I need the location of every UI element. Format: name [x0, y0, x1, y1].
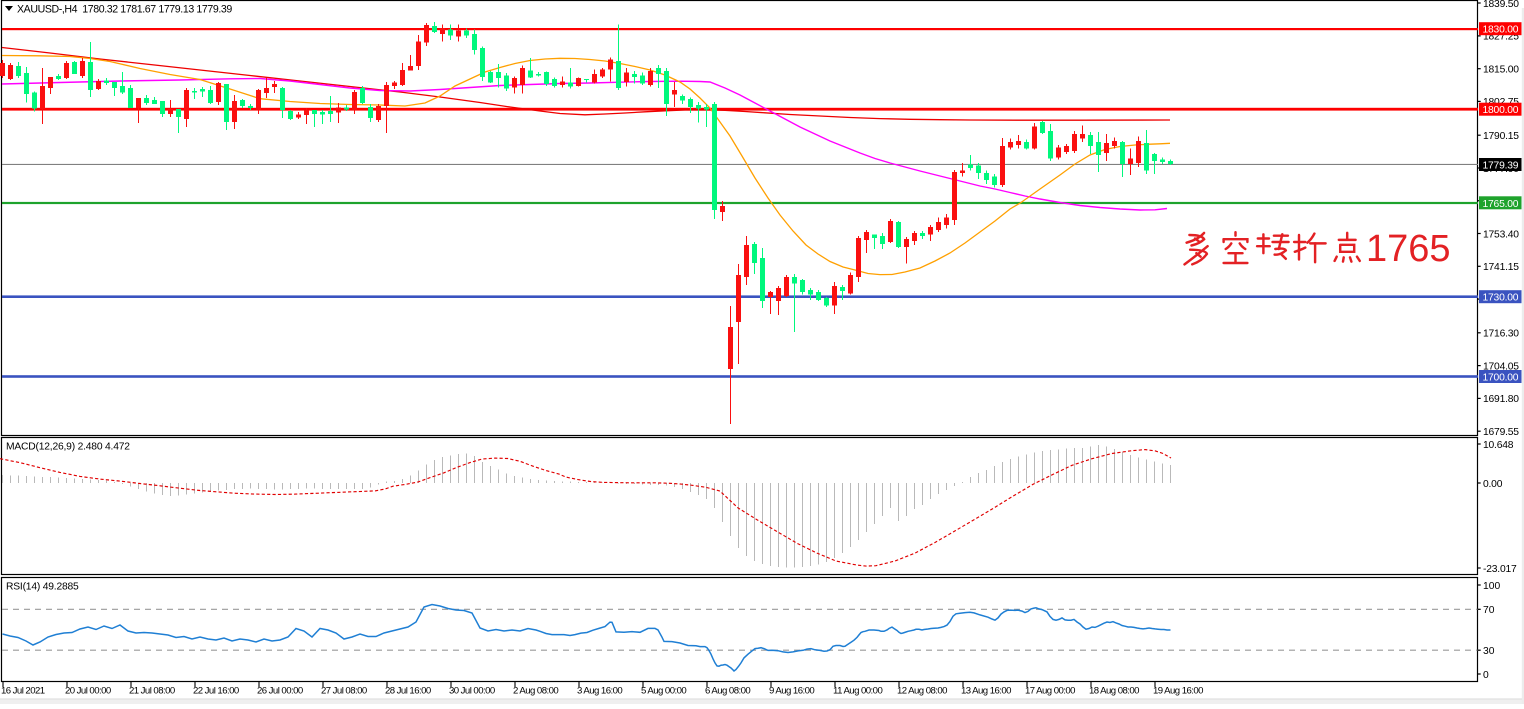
svg-text:1830.00: 1830.00 — [1483, 25, 1519, 36]
svg-text:MACD(12,26,9) 2.480 4.472: MACD(12,26,9) 2.480 4.472 — [6, 442, 130, 453]
svg-text:XAUUSD-,H4 1780.32 1781.67 17: XAUUSD-,H4 1780.32 1781.67 1779.13 1779.… — [17, 4, 232, 16]
svg-text:70: 70 — [1483, 605, 1495, 616]
svg-text:1765.00: 1765.00 — [1483, 199, 1519, 210]
svg-text:6 Aug 08:00: 6 Aug 08:00 — [705, 686, 750, 697]
svg-text:10.648: 10.648 — [1483, 440, 1514, 451]
svg-text:30: 30 — [1483, 646, 1495, 657]
svg-text:2 Aug 08:00: 2 Aug 08:00 — [513, 686, 558, 697]
svg-text:-23.017: -23.017 — [1483, 564, 1517, 575]
svg-text:9 Aug 16:00: 9 Aug 16:00 — [769, 686, 814, 697]
svg-text:1827.25: 1827.25 — [1483, 32, 1519, 43]
svg-text:26 Jul 00:00: 26 Jul 00:00 — [257, 686, 303, 697]
svg-text:1691.80: 1691.80 — [1483, 394, 1519, 405]
svg-text:0: 0 — [1483, 670, 1489, 681]
svg-text:17 Aug 00:00: 17 Aug 00:00 — [1025, 686, 1075, 697]
svg-text:100: 100 — [1483, 581, 1500, 592]
svg-text:1790.15: 1790.15 — [1483, 131, 1519, 142]
svg-text:20 Jul 00:00: 20 Jul 00:00 — [65, 686, 111, 697]
svg-text:11 Aug 00:00: 11 Aug 00:00 — [833, 686, 882, 697]
svg-text:19 Aug 16:00: 19 Aug 16:00 — [1153, 686, 1203, 697]
svg-text:18 Aug 08:00: 18 Aug 08:00 — [1089, 686, 1139, 697]
svg-text:1679.55: 1679.55 — [1483, 427, 1519, 438]
svg-text:1800.00: 1800.00 — [1483, 105, 1519, 116]
svg-text:28 Jul 16:00: 28 Jul 16:00 — [385, 686, 431, 697]
svg-text:1700.00: 1700.00 — [1483, 373, 1519, 384]
svg-text:13 Aug 16:00: 13 Aug 16:00 — [961, 686, 1011, 697]
svg-text:30 Jul 00:00: 30 Jul 00:00 — [449, 686, 495, 697]
svg-text:22 Jul 16:00: 22 Jul 16:00 — [193, 686, 239, 697]
svg-text:12 Aug 08:00: 12 Aug 08:00 — [897, 686, 947, 697]
svg-text:1741.15: 1741.15 — [1483, 262, 1519, 273]
svg-text:0.00: 0.00 — [1483, 479, 1503, 490]
svg-text:1716.30: 1716.30 — [1483, 329, 1519, 340]
svg-text:5 Aug 00:00: 5 Aug 00:00 — [641, 686, 686, 697]
svg-text:3 Aug 16:00: 3 Aug 16:00 — [577, 686, 622, 697]
svg-text:1730.00: 1730.00 — [1483, 293, 1519, 304]
svg-text:1704.05: 1704.05 — [1483, 361, 1519, 372]
svg-text:RSI(14) 49.2885: RSI(14) 49.2885 — [6, 582, 79, 593]
svg-text:1815.00: 1815.00 — [1483, 65, 1519, 76]
svg-text:21 Jul 08:00: 21 Jul 08:00 — [129, 686, 175, 697]
svg-text:1839.50: 1839.50 — [1483, 0, 1519, 10]
svg-text:16 Jul 2021: 16 Jul 2021 — [1, 686, 45, 697]
svg-text:27 Jul 08:00: 27 Jul 08:00 — [321, 686, 367, 697]
svg-text:1765: 1765 — [1366, 228, 1451, 270]
svg-text:1753.40: 1753.40 — [1483, 229, 1519, 240]
svg-text:1779.39: 1779.39 — [1483, 161, 1519, 172]
